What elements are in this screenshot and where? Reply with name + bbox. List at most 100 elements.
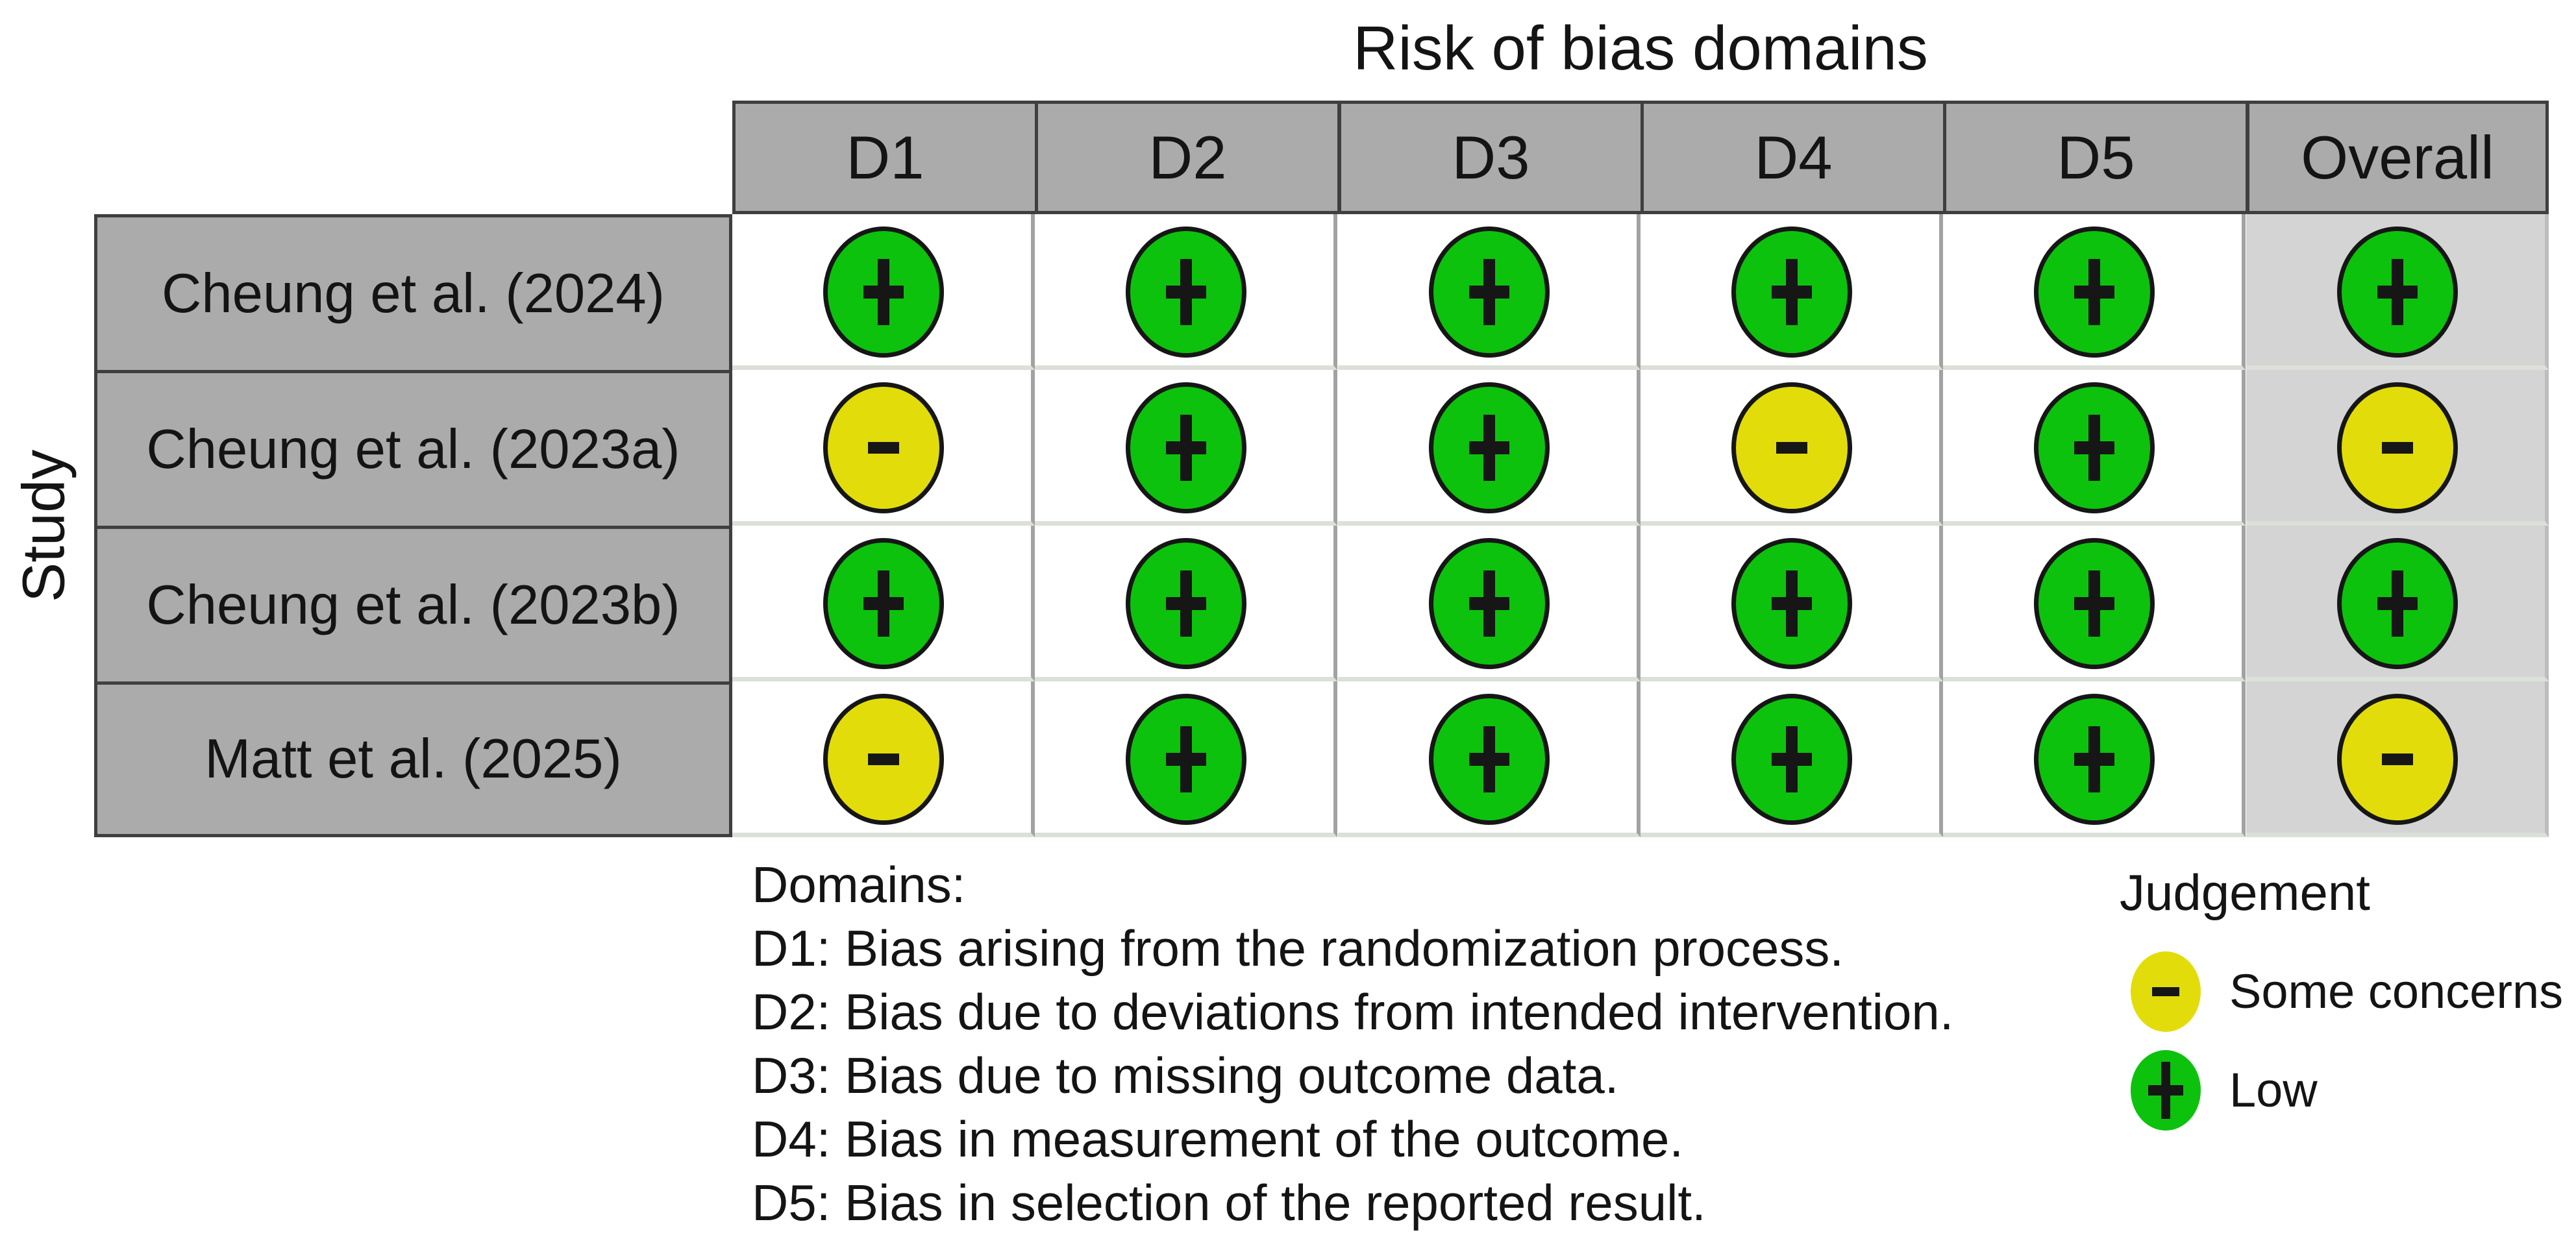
header-cell-d4: D4 bbox=[1641, 101, 1946, 214]
figure-title: Risk of bias domains bbox=[1353, 14, 1928, 83]
legend-title: Judgement bbox=[2120, 864, 2370, 921]
domain-definition-line: D5: Bias in selection of the reported re… bbox=[752, 1174, 1706, 1231]
header-label: D2 bbox=[1148, 123, 1227, 191]
judgement-cell-d4 bbox=[1641, 526, 1943, 681]
judgement-cell-d4 bbox=[1641, 370, 1943, 526]
plus-icon bbox=[2148, 1085, 2183, 1096]
judgement-cell-d5 bbox=[1943, 214, 2246, 370]
judgement-cell-d2 bbox=[1035, 526, 1337, 681]
judgement-circle-low bbox=[2034, 694, 2155, 825]
minus-icon bbox=[868, 753, 899, 765]
judgement-cell-d4 bbox=[1641, 214, 1943, 370]
judgement-cell-d5 bbox=[1943, 370, 2246, 526]
judgement-cell-d3 bbox=[1338, 370, 1641, 526]
header-label: D4 bbox=[1754, 123, 1833, 191]
judgement-circle-low bbox=[1126, 538, 1246, 669]
plus-icon bbox=[1772, 597, 1812, 610]
plus-icon bbox=[1469, 597, 1509, 610]
judgement-circle-low bbox=[1126, 227, 1246, 358]
y-axis-label: Study bbox=[10, 449, 77, 602]
judgement-circle-some_concerns bbox=[823, 382, 944, 513]
study-name: Cheung et al. (2023b) bbox=[146, 574, 680, 636]
header-cell-d1: D1 bbox=[732, 101, 1038, 214]
judgement-cell-d2 bbox=[1035, 370, 1337, 526]
legend-label-low: Low bbox=[2229, 1063, 2318, 1117]
judgement-circle-low bbox=[1126, 382, 1246, 513]
header-cell-d2: D2 bbox=[1035, 101, 1341, 214]
judgement-circle-low bbox=[1429, 382, 1550, 513]
plus-icon bbox=[1469, 441, 1509, 454]
plus-icon bbox=[1166, 753, 1206, 766]
plus-icon bbox=[2377, 286, 2418, 299]
judgement-circle-low bbox=[823, 227, 944, 358]
judgement-cell-d3 bbox=[1338, 681, 1641, 837]
plus-icon bbox=[1469, 286, 1509, 299]
judgement-circle-low bbox=[2337, 227, 2458, 358]
judgement-cell-d5 bbox=[1943, 526, 2246, 681]
judgement-cell-d5 bbox=[1943, 681, 2246, 837]
plus-icon bbox=[1772, 286, 1812, 299]
judgement-cell-overall bbox=[2246, 214, 2549, 370]
domains-note: Domains: D1: Bias arising from the rando… bbox=[752, 853, 1953, 1234]
plus-icon bbox=[1772, 753, 1812, 766]
domain-definition-line: D2: Bias due to deviations from intended… bbox=[752, 983, 1954, 1040]
minus-icon bbox=[2382, 442, 2413, 454]
header-label: Overall bbox=[2301, 123, 2494, 191]
judgement-circle-low bbox=[1731, 538, 1852, 669]
judgement-circle-low bbox=[2034, 227, 2155, 358]
study-row-label: Cheung et al. (2023b) bbox=[94, 526, 732, 685]
minus-icon bbox=[1776, 442, 1807, 454]
judgement-circle-some_concerns bbox=[823, 694, 944, 825]
plus-icon bbox=[2074, 753, 2114, 766]
legend-swatch-some_concerns bbox=[2131, 951, 2201, 1032]
header-cell-overall: Overall bbox=[2246, 101, 2549, 214]
study-row-label: Matt et al. (2025) bbox=[94, 681, 732, 837]
study-row-label: Cheung et al. (2023a) bbox=[94, 370, 732, 529]
header-label: D5 bbox=[2057, 123, 2135, 191]
plus-icon bbox=[1166, 441, 1206, 454]
minus-icon bbox=[2152, 987, 2179, 996]
judgement-cell-d1 bbox=[732, 681, 1035, 837]
study-name: Cheung et al. (2023a) bbox=[146, 418, 680, 480]
plus-icon bbox=[863, 597, 904, 610]
judgement-cell-d1 bbox=[732, 214, 1035, 370]
judgement-cell-d4 bbox=[1641, 681, 1943, 837]
judgement-circle-low bbox=[1429, 538, 1550, 669]
judgement-cell-d3 bbox=[1338, 214, 1641, 370]
domain-definitions: D1: Bias arising from the randomization … bbox=[752, 916, 1953, 1234]
judgement-cell-d1 bbox=[732, 526, 1035, 681]
study-row-label: Cheung et al. (2024) bbox=[94, 214, 732, 373]
header-cell-d5: D5 bbox=[1943, 101, 2249, 214]
plus-icon bbox=[1469, 753, 1509, 766]
domain-definition-line: D4: Bias in measurement of the outcome. bbox=[752, 1110, 1684, 1168]
judgement-cell-d3 bbox=[1338, 526, 1641, 681]
study-name: Matt et al. (2025) bbox=[204, 728, 622, 790]
judgement-circle-low bbox=[1126, 694, 1246, 825]
judgement-circle-low bbox=[1429, 227, 1550, 358]
plus-icon bbox=[1166, 597, 1206, 610]
header-label: D3 bbox=[1452, 123, 1530, 191]
judgement-circle-low bbox=[1731, 227, 1852, 358]
study-name: Cheung et al. (2024) bbox=[162, 262, 665, 325]
domain-definition-line: D1: Bias arising from the randomization … bbox=[752, 920, 1844, 977]
plus-icon bbox=[2074, 597, 2114, 610]
judgement-circle-low bbox=[1731, 694, 1852, 825]
judgement-cell-d2 bbox=[1035, 214, 1337, 370]
minus-icon bbox=[868, 442, 899, 454]
judgement-circle-low bbox=[823, 538, 944, 669]
judgement-circle-some_concerns bbox=[1731, 382, 1852, 513]
plus-icon bbox=[1166, 286, 1206, 299]
header-cell-d3: D3 bbox=[1338, 101, 1644, 214]
domain-definition-line: D3: Bias due to missing outcome data. bbox=[752, 1047, 1619, 1104]
domains-heading: Domains: bbox=[752, 856, 966, 913]
plus-icon bbox=[2074, 441, 2114, 454]
minus-icon bbox=[2382, 753, 2413, 765]
legend-swatch-low bbox=[2131, 1050, 2201, 1131]
judgement-circle-low bbox=[2034, 382, 2155, 513]
judgement-cell-overall bbox=[2246, 526, 2549, 681]
judgement-circle-some_concerns bbox=[2337, 382, 2458, 513]
judgement-cell-d1 bbox=[732, 370, 1035, 526]
judgement-circle-low bbox=[2034, 538, 2155, 669]
judgement-circle-low bbox=[2337, 538, 2458, 669]
